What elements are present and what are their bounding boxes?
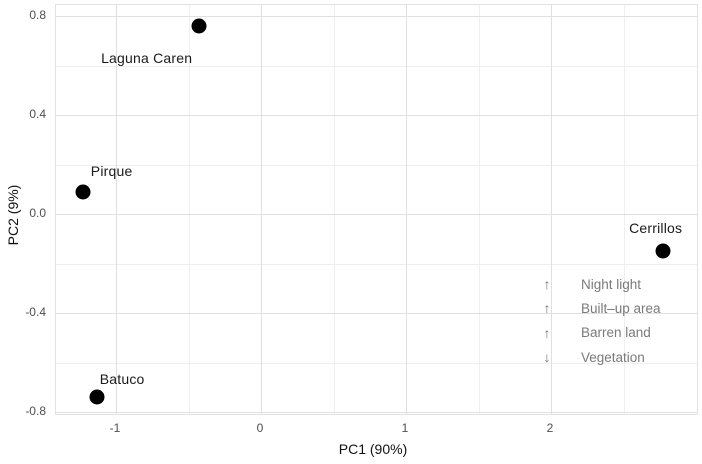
y-major-gridline [56,214,697,215]
legend-label: Barren land [581,325,651,341]
x-axis-title: PC1 (90%) [338,441,408,457]
y-minor-gridline [56,263,697,265]
down-arrow-icon: ↓ [543,349,551,366]
data-point-batuco [89,389,105,405]
y-major-gridline [56,313,697,314]
up-arrow-icon: ↑ [543,324,551,341]
point-label-cerrillos: Cerrillos [629,220,683,237]
x-tick-label: 0 [256,421,264,435]
data-point-cerrillos [655,243,671,259]
x-major-gridline [261,5,262,414]
x-major-gridline [116,5,117,414]
x-minor-gridline [623,5,625,414]
y-tick-label: 0.0 [29,206,46,220]
y-major-gridline [56,115,697,116]
x-major-gridline [406,5,407,414]
plot-panel: Laguna Caren Pirque Cerrillos Batuco ↑ Night … [55,4,698,415]
x-minor-gridline [188,5,190,414]
y-tick-label: -0.8 [25,404,46,418]
data-point-pirque [75,184,91,200]
y-tick-label: 0.4 [29,107,46,121]
legend-label: Built–up area [581,300,661,316]
legend-label: Night light [581,276,642,292]
x-major-gridline [551,5,552,414]
legend-row: ↑ Night light [537,275,642,293]
up-arrow-icon: ↑ [543,276,551,292]
y-minor-gridline [56,362,697,364]
x-tick-label: 1 [401,421,409,435]
x-minor-gridline [478,5,480,414]
point-label-laguna-caren: Laguna Caren [101,49,193,66]
x-tick-label: 2 [546,421,554,435]
legend-label: Vegetation [581,349,645,365]
y-tick-label: -0.4 [25,305,46,319]
data-point-laguna-caren [191,18,207,34]
x-tick-label: -1 [109,421,121,435]
point-label-batuco: Batuco [99,371,145,388]
y-tick-label: 0.8 [29,8,46,22]
point-label-pirque: Pirque [90,162,133,179]
up-arrow-icon: ↑ [543,300,551,317]
y-major-gridline [56,16,697,17]
x-minor-gridline [333,5,335,414]
y-major-gridline [56,412,697,413]
y-minor-gridline [56,164,697,166]
legend-row: ↓ Vegetation [537,348,645,366]
legend-row: ↑ Barren land [537,324,651,342]
y-minor-gridline [56,65,697,67]
legend-row: ↑ Built–up area [537,299,661,317]
